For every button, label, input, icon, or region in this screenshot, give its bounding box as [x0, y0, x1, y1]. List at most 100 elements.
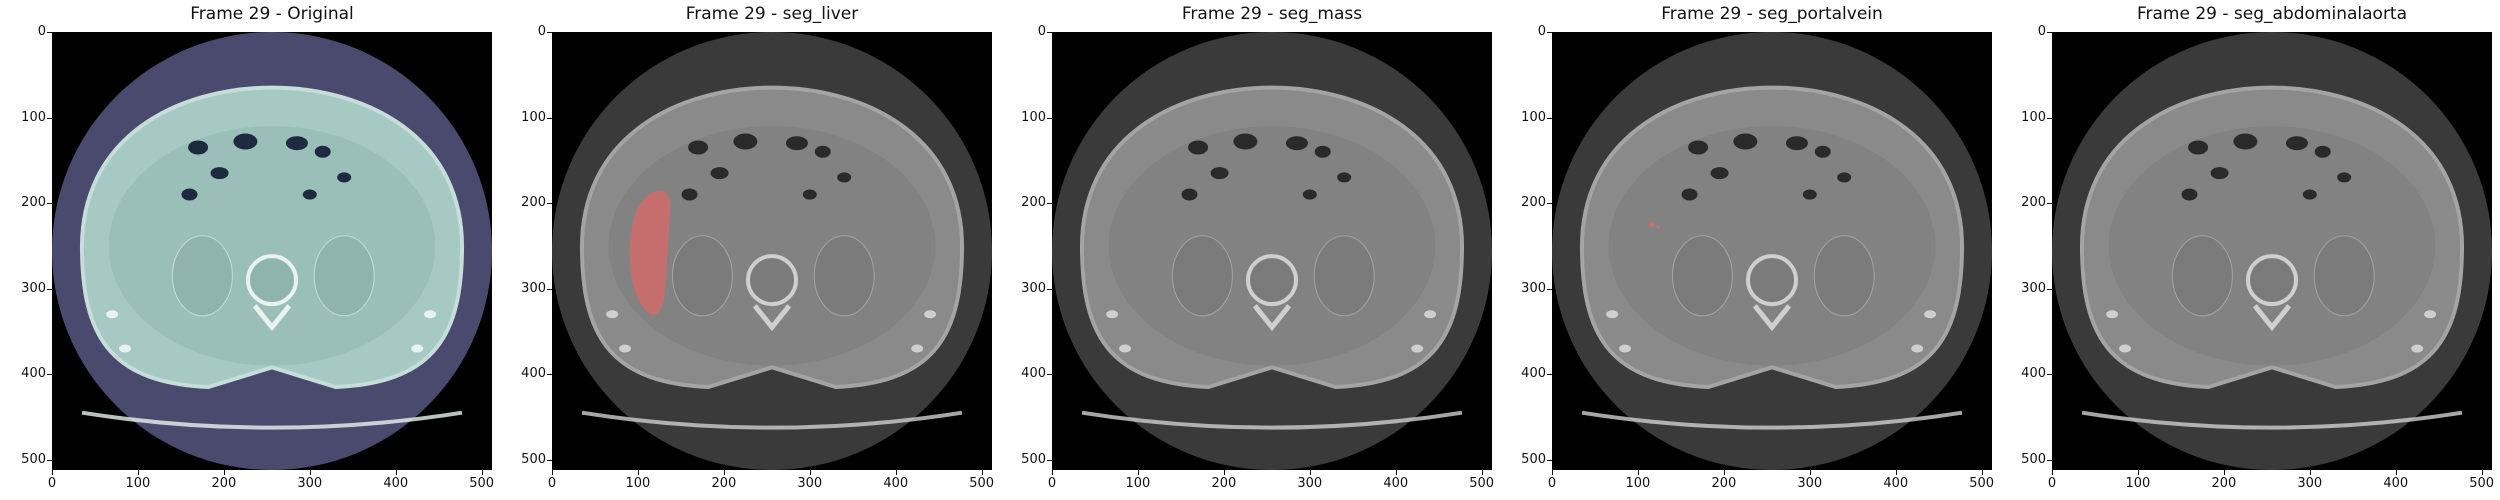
y-tick-mark: [47, 32, 52, 33]
y-tick-label: 300: [521, 280, 546, 296]
y-tick-label: 500: [1021, 451, 1046, 467]
y-tick-mark: [1547, 117, 1552, 119]
rib: [1411, 344, 1424, 353]
x-tick-label: 400: [1383, 476, 1409, 491]
bowel-gas: [2337, 172, 2352, 183]
y-tick-label: 200: [2021, 195, 2046, 211]
bowel-gas: [2314, 145, 2331, 158]
x-tick-mark: [981, 470, 983, 475]
x-tick-mark: [1395, 470, 1397, 475]
y-tick-mark: [1047, 459, 1052, 461]
rib: [924, 310, 937, 319]
scanner-table: [81, 410, 463, 430]
y-tick-label: 500: [2021, 451, 2046, 467]
bowel-gas: [2233, 133, 2258, 150]
y-tick-mark: [1047, 203, 1052, 205]
y-tick-label: 100: [21, 109, 46, 125]
y-tick-mark: [2047, 203, 2052, 205]
kidney-right: [171, 235, 233, 317]
y-tick-mark: [1547, 203, 1552, 205]
bowel-gas: [188, 140, 209, 155]
y-tick-label: 400: [1521, 366, 1546, 382]
ct-image: [552, 32, 992, 470]
portalvein-mask: [1649, 221, 1655, 227]
rib: [1911, 344, 1924, 353]
x-tick-label: 200: [2211, 476, 2237, 491]
bowel-gas: [1302, 189, 1317, 200]
kidney-right: [1171, 235, 1233, 317]
x-tick-label: 300: [297, 476, 323, 491]
rib: [2411, 344, 2424, 353]
kidney-right: [1671, 235, 1733, 317]
y-tick-label: 0: [1537, 24, 1546, 39]
x-tick-label: 400: [383, 476, 409, 491]
x-tick-label: 100: [125, 476, 151, 491]
x-tick-mark: [1481, 470, 1483, 475]
x-tick-mark: [1223, 470, 1225, 475]
rib: [619, 344, 632, 353]
y-tick-label: 300: [21, 280, 46, 296]
rib: [2119, 344, 2132, 353]
ct-scan-render: [1552, 32, 1992, 470]
spinous-process: [1252, 304, 1292, 332]
x-tick-label: 0: [47, 476, 57, 491]
rib: [2424, 310, 2437, 319]
ct-scan-render: [2052, 32, 2492, 470]
x-tick-mark: [395, 470, 397, 475]
rib: [424, 310, 437, 319]
y-tick-mark: [1547, 288, 1552, 290]
kidney-left: [1813, 235, 1875, 317]
ct-image: [1052, 32, 1492, 470]
ct-scan-render: [552, 32, 992, 470]
x-tick-mark: [723, 470, 725, 475]
y-tick-label: 300: [1521, 280, 1546, 296]
image-panel: Frame 29 - seg_liver 0 100 200 300 400 500 0 100…: [500, 0, 1000, 500]
rib: [2106, 310, 2119, 319]
vertebra: [1746, 254, 1798, 307]
x-tick-mark: [1137, 470, 1139, 475]
y-tick-label: 400: [1021, 366, 1046, 382]
x-tick-mark: [1895, 470, 1897, 475]
bowel-gas: [337, 172, 352, 183]
vertebra: [746, 254, 798, 307]
x-tick-mark: [2052, 470, 2053, 475]
x-tick-mark: [809, 470, 811, 475]
x-tick-label: 0: [1047, 476, 1057, 491]
image-panel: Frame 29 - seg_mass 0 100 200 300 400 500 0 100 2…: [1000, 0, 1500, 500]
x-tick-label: 200: [211, 476, 237, 491]
rib: [411, 344, 424, 353]
image-panel: Frame 29 - seg_portalvein 0 100 200 300 400 50…: [1500, 0, 2000, 500]
x-tick-mark: [223, 470, 225, 475]
bowel-gas: [733, 133, 758, 150]
bowel-gas: [1681, 188, 1698, 201]
rib: [1424, 310, 1437, 319]
rib: [911, 344, 924, 353]
spinous-process: [1752, 304, 1792, 332]
bowel-gas: [1785, 136, 1808, 151]
y-tick-mark: [547, 32, 552, 33]
x-tick-label: 400: [883, 476, 909, 491]
y-tick-mark: [2047, 288, 2052, 290]
y-tick-mark: [47, 459, 52, 461]
bowel-gas: [285, 136, 308, 151]
kidney-left: [813, 235, 875, 317]
kidney-right: [671, 235, 733, 317]
x-tick-label: 300: [797, 476, 823, 491]
y-tick-label: 300: [2021, 280, 2046, 296]
y-tick-mark: [47, 203, 52, 205]
rib: [119, 344, 132, 353]
x-tick-mark: [637, 470, 639, 475]
x-tick-mark: [1981, 470, 1983, 475]
x-tick-mark: [481, 470, 483, 475]
scanner-table: [2081, 410, 2463, 430]
x-tick-mark: [895, 470, 897, 475]
x-tick-mark: [1052, 470, 1053, 475]
y-tick-mark: [2047, 459, 2052, 461]
x-tick-label: 0: [1547, 476, 1557, 491]
vertebra: [2246, 254, 2298, 307]
ct-scan-render: [1052, 32, 1492, 470]
x-tick-mark: [2137, 470, 2139, 475]
bowel-gas: [1314, 145, 1331, 158]
bowel-gas: [1285, 136, 1308, 151]
y-tick-mark: [547, 374, 552, 376]
